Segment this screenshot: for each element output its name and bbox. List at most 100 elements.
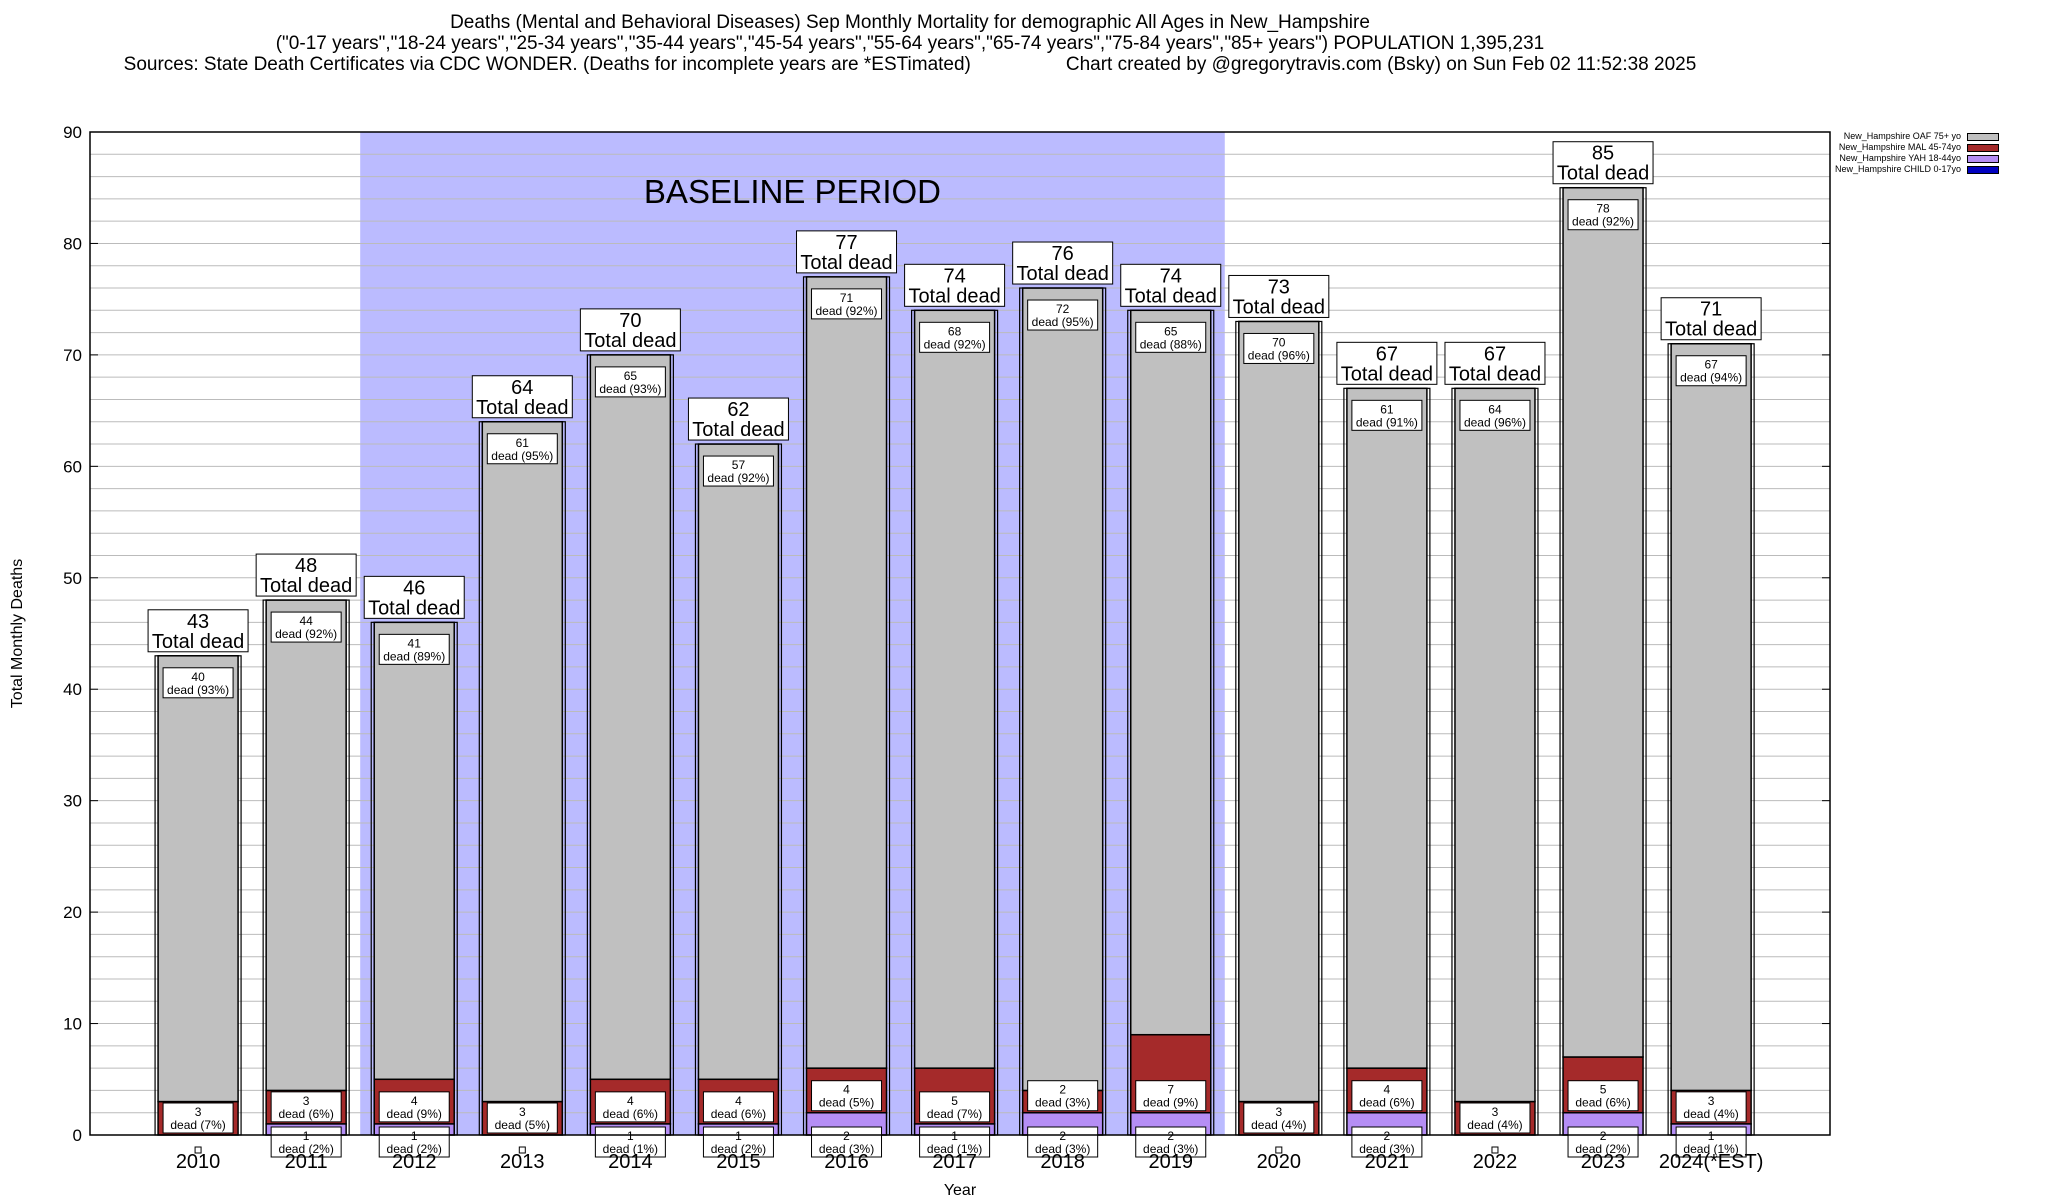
x-tick-label: 2023: [1581, 1151, 1626, 1173]
mal-data-label-pct: dead (4%): [1251, 1118, 1306, 1132]
y-tick-label: 80: [63, 234, 82, 253]
yah-data-label-count: 2: [843, 1129, 850, 1143]
oaf-data-label-count: 44: [299, 614, 313, 628]
legend-label: New_Hampshire YAH 18-44yo: [1839, 153, 1962, 163]
bar-segment: [157, 655, 239, 1103]
total-count-label: 70: [619, 310, 641, 332]
mal-data-label-count: 4: [843, 1083, 850, 1097]
total-count-label: 64: [511, 377, 533, 399]
oaf-data-label-box: [1459, 399, 1531, 431]
oaf-data-label-pct: dead (89%): [383, 649, 445, 663]
total-dead-label: Total dead: [368, 597, 460, 619]
x-tick-label: 2010: [176, 1151, 221, 1173]
yah-data-label-count: 2: [1384, 1129, 1391, 1143]
oaf-data-label-pct: dead (92%): [1572, 215, 1634, 229]
oaf-data-label-count: 78: [1596, 202, 1610, 216]
mal-data-label-box: [1135, 1080, 1207, 1112]
mal-data-label-count: 3: [195, 1105, 202, 1119]
oaf-data-label-count: 61: [1380, 402, 1394, 416]
oaf-data-label-count: 71: [840, 291, 854, 305]
mal-data-label-count: 4: [1384, 1083, 1391, 1097]
chart-title: Deaths (Mental and Behavioral Diseases) …: [450, 12, 1370, 33]
mal-data-label-count: 3: [1708, 1094, 1715, 1108]
bar-segment: [1346, 387, 1428, 1069]
chart-subtitle-age-groups: ("0-17 years","18-24 years","25-34 years…: [275, 33, 1545, 54]
oaf-data-label-box: [1135, 321, 1207, 353]
oaf-data-label-box: [270, 611, 342, 643]
oaf-data-label-pct: dead (95%): [491, 449, 553, 463]
total-label-box: [1660, 297, 1762, 341]
total-count-label: 74: [1160, 265, 1182, 287]
oaf-data-label-count: 70: [1272, 335, 1286, 349]
oaf-data-label-count: 61: [516, 436, 530, 450]
mal-data-label-pct: dead (7%): [170, 1118, 225, 1132]
total-dead-label: Total dead: [1557, 163, 1649, 185]
bar-segment: [481, 421, 564, 1103]
mal-data-label-pct: dead (6%): [1359, 1096, 1414, 1110]
bar-segment: [913, 309, 996, 1069]
mal-data-label-pct: dead (9%): [387, 1107, 442, 1121]
mal-data-label-box: [1567, 1080, 1639, 1112]
x-tick-label: 2017: [932, 1151, 977, 1173]
oaf-data-label-pct: dead (93%): [599, 382, 661, 396]
yah-data-label-pct: dead (1%): [927, 1142, 982, 1156]
total-dead-label: Total dead: [692, 419, 784, 441]
mal-data-label-box: [811, 1080, 883, 1112]
total-label-box: [904, 263, 1006, 307]
yah-data-label-box: [1027, 1126, 1099, 1158]
y-tick-label: 0: [73, 1126, 82, 1145]
mal-data-label-count: 4: [411, 1094, 418, 1108]
mal-data-label-pct: dead (9%): [1143, 1096, 1198, 1110]
mal-data-label-count: 5: [951, 1094, 958, 1108]
yah-data-label-box: [811, 1126, 883, 1158]
yah-data-label-box: [1675, 1126, 1747, 1158]
total-label-box: [1336, 341, 1438, 385]
yah-data-label-pct: dead (3%): [1035, 1142, 1090, 1156]
yah-data-label-pct: dead (1%): [1683, 1142, 1738, 1156]
y-tick-label: 40: [63, 680, 82, 699]
oaf-data-label-pct: dead (96%): [1464, 415, 1526, 429]
total-label-box: [363, 575, 465, 619]
oaf-data-label-pct: dead (92%): [707, 471, 769, 485]
x-tick-label: 2020: [1257, 1151, 1302, 1173]
x-tick-label: 2015: [716, 1151, 761, 1173]
total-count-label: 73: [1268, 276, 1290, 298]
total-dead-label: Total dead: [908, 285, 1000, 307]
total-dead-label: Total dead: [476, 397, 568, 419]
yah-data-label-box: [594, 1126, 666, 1158]
mal-data-label-box: [378, 1091, 450, 1123]
total-label-box: [147, 609, 249, 653]
oaf-data-label-count: 65: [624, 369, 638, 383]
oaf-data-label-pct: dead (94%): [1680, 371, 1742, 385]
mal-data-label-count: 3: [1492, 1105, 1499, 1119]
x-tick-label: 2011: [285, 1151, 328, 1173]
mal-data-label-box: [1027, 1080, 1099, 1112]
oaf-data-label-pct: dead (92%): [275, 627, 337, 641]
legend-swatch: [1967, 154, 2000, 163]
total-count-label: 46: [403, 577, 425, 599]
yah-data-label-count: 1: [627, 1129, 634, 1143]
yah-data-label-box: [270, 1126, 342, 1158]
y-tick-label: 60: [63, 457, 82, 476]
mal-data-label-count: 7: [1167, 1083, 1174, 1097]
oaf-data-label-count: 57: [732, 458, 746, 472]
oaf-data-label-pct: dead (96%): [1248, 348, 1310, 362]
oaf-data-label-box: [1567, 199, 1639, 231]
legend-item: New_Hampshire MAL 45-74yo: [1835, 142, 2000, 153]
chart-sources-line: Sources: State Death Certificates via CD…: [0, 54, 1820, 75]
yah-data-label-pct: dead (3%): [1359, 1142, 1414, 1156]
zero-marker: [518, 1146, 526, 1154]
oaf-data-label-count: 65: [1164, 324, 1178, 338]
legend-item: New_Hampshire YAH 18-44yo: [1835, 153, 2000, 164]
x-tick-label: 2014: [608, 1151, 653, 1173]
mal-data-label-box: [1675, 1091, 1747, 1123]
total-dead-label: Total dead: [1665, 319, 1757, 341]
mal-data-label-pct: dead (7%): [927, 1107, 982, 1121]
total-dead-label: Total dead: [1017, 263, 1109, 285]
yah-data-label-box: [1351, 1126, 1423, 1158]
yah-data-label-pct: dead (3%): [819, 1142, 874, 1156]
mal-data-label-pct: dead (6%): [711, 1107, 766, 1121]
oaf-data-label-box: [1243, 332, 1315, 364]
total-count-label: 85: [1592, 143, 1614, 165]
total-dead-label: Total dead: [260, 575, 352, 597]
